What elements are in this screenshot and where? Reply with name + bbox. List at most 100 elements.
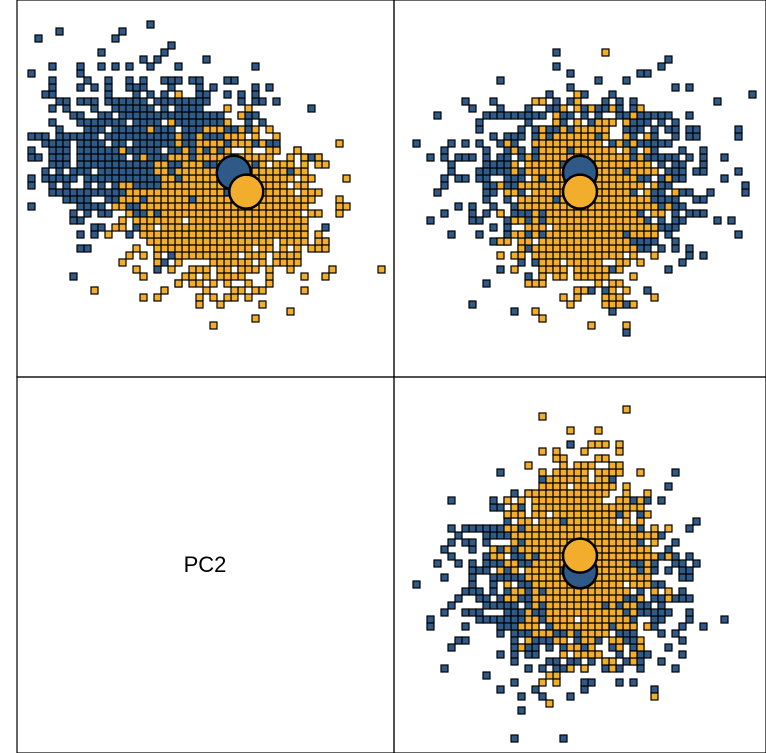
scatter-point <box>188 244 197 253</box>
scatter-point <box>216 125 225 134</box>
scatter-point <box>531 279 540 288</box>
scatter-point <box>139 209 148 218</box>
scatter-point <box>685 524 694 533</box>
scatter-point <box>216 111 225 120</box>
scatter-point <box>181 230 190 239</box>
scatter-point <box>629 251 638 260</box>
scatter-point <box>636 104 645 113</box>
scatter-point <box>524 650 533 659</box>
scatter-panel-upper-right <box>412 48 757 337</box>
scatter-point <box>510 552 519 561</box>
scatter-point <box>587 146 596 155</box>
scatter-point <box>538 594 547 603</box>
scatter-point <box>440 573 449 582</box>
scatter-point <box>174 139 183 148</box>
scatter-point <box>531 307 540 316</box>
scatter-point <box>692 559 701 568</box>
scatter-point <box>202 244 211 253</box>
scatter-point <box>524 195 533 204</box>
scatter-point <box>573 475 582 484</box>
scatter-point <box>475 615 484 624</box>
scatter-point <box>650 209 659 218</box>
scatter-point <box>545 594 554 603</box>
scatter-point <box>216 251 225 260</box>
scatter-point <box>545 174 554 183</box>
scatter-point <box>174 209 183 218</box>
scatter-point <box>244 216 253 225</box>
scatter-point <box>503 608 512 617</box>
scatter-point <box>62 104 71 113</box>
scatter-point <box>104 174 113 183</box>
scatter-point <box>517 545 526 554</box>
scatter-point <box>510 594 519 603</box>
scatter-point <box>706 188 715 197</box>
scatter-point <box>468 300 477 309</box>
scatter-point <box>286 153 295 162</box>
scatter-point <box>545 608 554 617</box>
scatter-point <box>601 230 610 239</box>
scatter-point <box>678 559 687 568</box>
scatter-point <box>181 118 190 127</box>
scatter-point <box>545 251 554 260</box>
scatter-point <box>720 153 729 162</box>
scatter-point <box>566 125 575 134</box>
scatter-point <box>524 580 533 589</box>
scatter-point <box>258 167 267 176</box>
scatter-point <box>265 153 274 162</box>
scatter-point <box>587 650 596 659</box>
scatter-point <box>636 538 645 547</box>
scatter-point <box>608 594 617 603</box>
scatter-point <box>573 118 582 127</box>
scatter-point <box>111 181 120 190</box>
scatter-point <box>531 552 540 561</box>
scatter-point <box>538 538 547 547</box>
scatter-point <box>230 223 239 232</box>
scatter-point <box>552 573 561 582</box>
scatter-point <box>650 153 659 162</box>
scatter-point <box>321 160 330 169</box>
scatter-point <box>258 286 267 295</box>
scatter-point <box>566 468 575 477</box>
scatter-point <box>608 216 617 225</box>
scatter-point <box>545 580 554 589</box>
scatter-point <box>146 230 155 239</box>
scatter-point <box>153 230 162 239</box>
scatter-point <box>608 664 617 673</box>
scatter-point <box>629 636 638 645</box>
scatter-point <box>55 188 64 197</box>
scatter-point <box>83 146 92 155</box>
scatter-point <box>580 461 589 470</box>
scatter-point <box>587 678 596 687</box>
scatter-point <box>552 580 561 589</box>
scatter-point <box>503 111 512 120</box>
scatter-point <box>272 174 281 183</box>
scatter-point <box>615 629 624 638</box>
scatter-point <box>545 573 554 582</box>
scatter-point <box>531 636 540 645</box>
scatter-point <box>55 132 64 141</box>
scatter-point <box>601 244 610 253</box>
scatter-point <box>615 503 624 512</box>
scatter-point <box>286 209 295 218</box>
scatter-point <box>657 62 666 71</box>
scatter-point <box>440 174 449 183</box>
scatter-point <box>111 132 120 141</box>
scatter-point <box>552 202 561 211</box>
scatter-point <box>111 174 120 183</box>
scatter-point <box>139 195 148 204</box>
scatter-point <box>258 202 267 211</box>
scatter-point <box>188 265 197 274</box>
scatter-point <box>426 622 435 631</box>
scatter-point <box>426 216 435 225</box>
scatter-point <box>237 90 246 99</box>
scatter-point <box>622 496 631 505</box>
scatter-point <box>160 139 169 148</box>
scatter-point <box>482 188 491 197</box>
scatter-point <box>566 601 575 610</box>
scatter-point <box>223 279 232 288</box>
scatter-point <box>552 118 561 127</box>
scatter-point <box>538 209 547 218</box>
scatter-point <box>489 167 498 176</box>
scatter-point <box>580 223 589 232</box>
scatter-point <box>55 160 64 169</box>
